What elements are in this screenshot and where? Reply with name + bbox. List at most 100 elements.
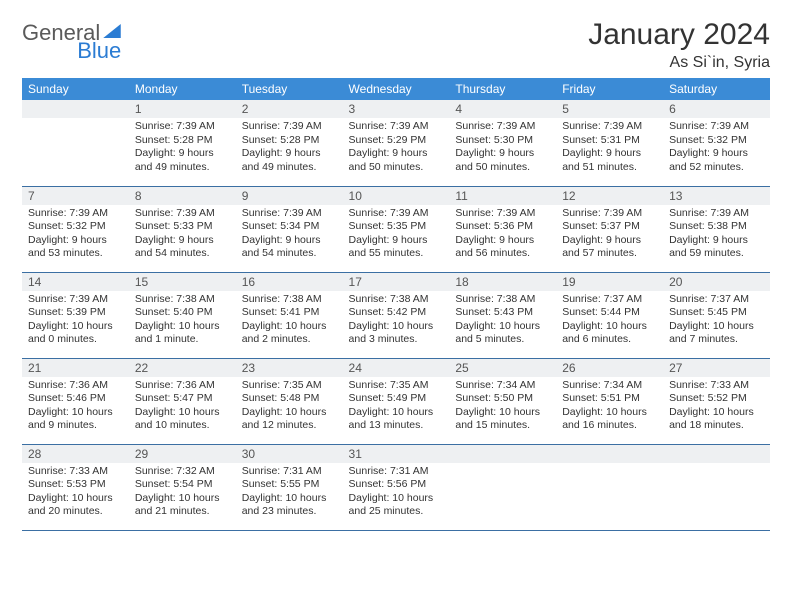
- day-content: Sunrise: 7:36 AMSunset: 5:46 PMDaylight:…: [22, 377, 129, 438]
- sunrise-text: Sunrise: 7:36 AM: [28, 379, 123, 393]
- daylight-text-2: and 13 minutes.: [349, 419, 444, 433]
- daylight-text: Daylight: 10 hours: [669, 406, 764, 420]
- calendar-day-cell: 1Sunrise: 7:39 AMSunset: 5:28 PMDaylight…: [129, 100, 236, 186]
- sunrise-text: Sunrise: 7:33 AM: [669, 379, 764, 393]
- sunset-text: Sunset: 5:53 PM: [28, 478, 123, 492]
- daylight-text: Daylight: 10 hours: [28, 406, 123, 420]
- daylight-text: Daylight: 9 hours: [562, 234, 657, 248]
- calendar-day-cell: 17Sunrise: 7:38 AMSunset: 5:42 PMDayligh…: [343, 272, 450, 358]
- daylight-text-2: and 15 minutes.: [455, 419, 550, 433]
- day-number: 4: [449, 100, 556, 118]
- weekday-header: Friday: [556, 78, 663, 100]
- calendar-day-cell: 12Sunrise: 7:39 AMSunset: 5:37 PMDayligh…: [556, 186, 663, 272]
- month-title: January 2024: [588, 18, 770, 52]
- daylight-text: Daylight: 9 hours: [349, 234, 444, 248]
- sunrise-text: Sunrise: 7:34 AM: [455, 379, 550, 393]
- day-number: 28: [22, 445, 129, 463]
- sunset-text: Sunset: 5:50 PM: [455, 392, 550, 406]
- calendar-day-cell: 13Sunrise: 7:39 AMSunset: 5:38 PMDayligh…: [663, 186, 770, 272]
- sunset-text: Sunset: 5:30 PM: [455, 134, 550, 148]
- calendar-day-cell: 29Sunrise: 7:32 AMSunset: 5:54 PMDayligh…: [129, 444, 236, 530]
- day-content: Sunrise: 7:39 AMSunset: 5:36 PMDaylight:…: [449, 205, 556, 266]
- daylight-text-2: and 16 minutes.: [562, 419, 657, 433]
- day-content: Sunrise: 7:33 AMSunset: 5:53 PMDaylight:…: [22, 463, 129, 524]
- daylight-text: Daylight: 9 hours: [455, 234, 550, 248]
- daylight-text-2: and 49 minutes.: [242, 161, 337, 175]
- sunset-text: Sunset: 5:46 PM: [28, 392, 123, 406]
- day-content: Sunrise: 7:34 AMSunset: 5:50 PMDaylight:…: [449, 377, 556, 438]
- day-content: Sunrise: 7:38 AMSunset: 5:43 PMDaylight:…: [449, 291, 556, 352]
- sunset-text: Sunset: 5:45 PM: [669, 306, 764, 320]
- sunrise-text: Sunrise: 7:35 AM: [242, 379, 337, 393]
- sunrise-text: Sunrise: 7:39 AM: [135, 120, 230, 134]
- day-number: 15: [129, 273, 236, 291]
- daylight-text-2: and 9 minutes.: [28, 419, 123, 433]
- day-number: 5: [556, 100, 663, 118]
- weekday-header: Thursday: [449, 78, 556, 100]
- day-content: Sunrise: 7:39 AMSunset: 5:28 PMDaylight:…: [236, 118, 343, 179]
- calendar-day-cell: 23Sunrise: 7:35 AMSunset: 5:48 PMDayligh…: [236, 358, 343, 444]
- calendar-day-cell: [556, 444, 663, 530]
- daylight-text: Daylight: 9 hours: [455, 147, 550, 161]
- daylight-text-2: and 50 minutes.: [455, 161, 550, 175]
- day-content: Sunrise: 7:39 AMSunset: 5:35 PMDaylight:…: [343, 205, 450, 266]
- day-number: [22, 100, 129, 118]
- calendar-day-cell: 25Sunrise: 7:34 AMSunset: 5:50 PMDayligh…: [449, 358, 556, 444]
- day-content: Sunrise: 7:38 AMSunset: 5:40 PMDaylight:…: [129, 291, 236, 352]
- daylight-text: Daylight: 9 hours: [669, 234, 764, 248]
- sunset-text: Sunset: 5:40 PM: [135, 306, 230, 320]
- day-number: 6: [663, 100, 770, 118]
- day-number: 16: [236, 273, 343, 291]
- day-number: 14: [22, 273, 129, 291]
- sunset-text: Sunset: 5:55 PM: [242, 478, 337, 492]
- daylight-text-2: and 54 minutes.: [242, 247, 337, 261]
- calendar-day-cell: [663, 444, 770, 530]
- sunset-text: Sunset: 5:51 PM: [562, 392, 657, 406]
- day-number: 9: [236, 187, 343, 205]
- daylight-text: Daylight: 10 hours: [135, 492, 230, 506]
- day-content: Sunrise: 7:34 AMSunset: 5:51 PMDaylight:…: [556, 377, 663, 438]
- sunset-text: Sunset: 5:34 PM: [242, 220, 337, 234]
- weekday-header: Tuesday: [236, 78, 343, 100]
- calendar-day-cell: 24Sunrise: 7:35 AMSunset: 5:49 PMDayligh…: [343, 358, 450, 444]
- day-content: Sunrise: 7:39 AMSunset: 5:38 PMDaylight:…: [663, 205, 770, 266]
- daylight-text: Daylight: 10 hours: [455, 320, 550, 334]
- day-content: Sunrise: 7:39 AMSunset: 5:37 PMDaylight:…: [556, 205, 663, 266]
- calendar-day-cell: 14Sunrise: 7:39 AMSunset: 5:39 PMDayligh…: [22, 272, 129, 358]
- daylight-text: Daylight: 10 hours: [562, 320, 657, 334]
- weekday-header-row: Sunday Monday Tuesday Wednesday Thursday…: [22, 78, 770, 100]
- sunrise-text: Sunrise: 7:39 AM: [669, 120, 764, 134]
- daylight-text: Daylight: 9 hours: [242, 147, 337, 161]
- sunrise-text: Sunrise: 7:37 AM: [562, 293, 657, 307]
- day-content: Sunrise: 7:33 AMSunset: 5:52 PMDaylight:…: [663, 377, 770, 438]
- calendar-week-row: 1Sunrise: 7:39 AMSunset: 5:28 PMDaylight…: [22, 100, 770, 186]
- logo-text-blue: Blue: [77, 38, 121, 63]
- calendar-day-cell: 4Sunrise: 7:39 AMSunset: 5:30 PMDaylight…: [449, 100, 556, 186]
- sunrise-text: Sunrise: 7:39 AM: [242, 120, 337, 134]
- daylight-text-2: and 21 minutes.: [135, 505, 230, 519]
- day-content: Sunrise: 7:39 AMSunset: 5:32 PMDaylight:…: [22, 205, 129, 266]
- day-content: Sunrise: 7:31 AMSunset: 5:56 PMDaylight:…: [343, 463, 450, 524]
- sunset-text: Sunset: 5:38 PM: [669, 220, 764, 234]
- sunset-text: Sunset: 5:44 PM: [562, 306, 657, 320]
- day-number: 18: [449, 273, 556, 291]
- header: GeneralBlue January 2024 As Si`in, Syria: [22, 18, 770, 72]
- daylight-text-2: and 3 minutes.: [349, 333, 444, 347]
- sunset-text: Sunset: 5:54 PM: [135, 478, 230, 492]
- day-content: Sunrise: 7:39 AMSunset: 5:30 PMDaylight:…: [449, 118, 556, 179]
- calendar-table: Sunday Monday Tuesday Wednesday Thursday…: [22, 78, 770, 531]
- sunrise-text: Sunrise: 7:38 AM: [242, 293, 337, 307]
- day-number: 23: [236, 359, 343, 377]
- calendar-day-cell: 8Sunrise: 7:39 AMSunset: 5:33 PMDaylight…: [129, 186, 236, 272]
- daylight-text-2: and 18 minutes.: [669, 419, 764, 433]
- daylight-text-2: and 50 minutes.: [349, 161, 444, 175]
- day-content: Sunrise: 7:39 AMSunset: 5:33 PMDaylight:…: [129, 205, 236, 266]
- daylight-text-2: and 12 minutes.: [242, 419, 337, 433]
- day-content: Sunrise: 7:39 AMSunset: 5:34 PMDaylight:…: [236, 205, 343, 266]
- day-number: 7: [22, 187, 129, 205]
- calendar-day-cell: 16Sunrise: 7:38 AMSunset: 5:41 PMDayligh…: [236, 272, 343, 358]
- sunset-text: Sunset: 5:32 PM: [28, 220, 123, 234]
- daylight-text-2: and 20 minutes.: [28, 505, 123, 519]
- calendar-body: 1Sunrise: 7:39 AMSunset: 5:28 PMDaylight…: [22, 100, 770, 530]
- day-number: 27: [663, 359, 770, 377]
